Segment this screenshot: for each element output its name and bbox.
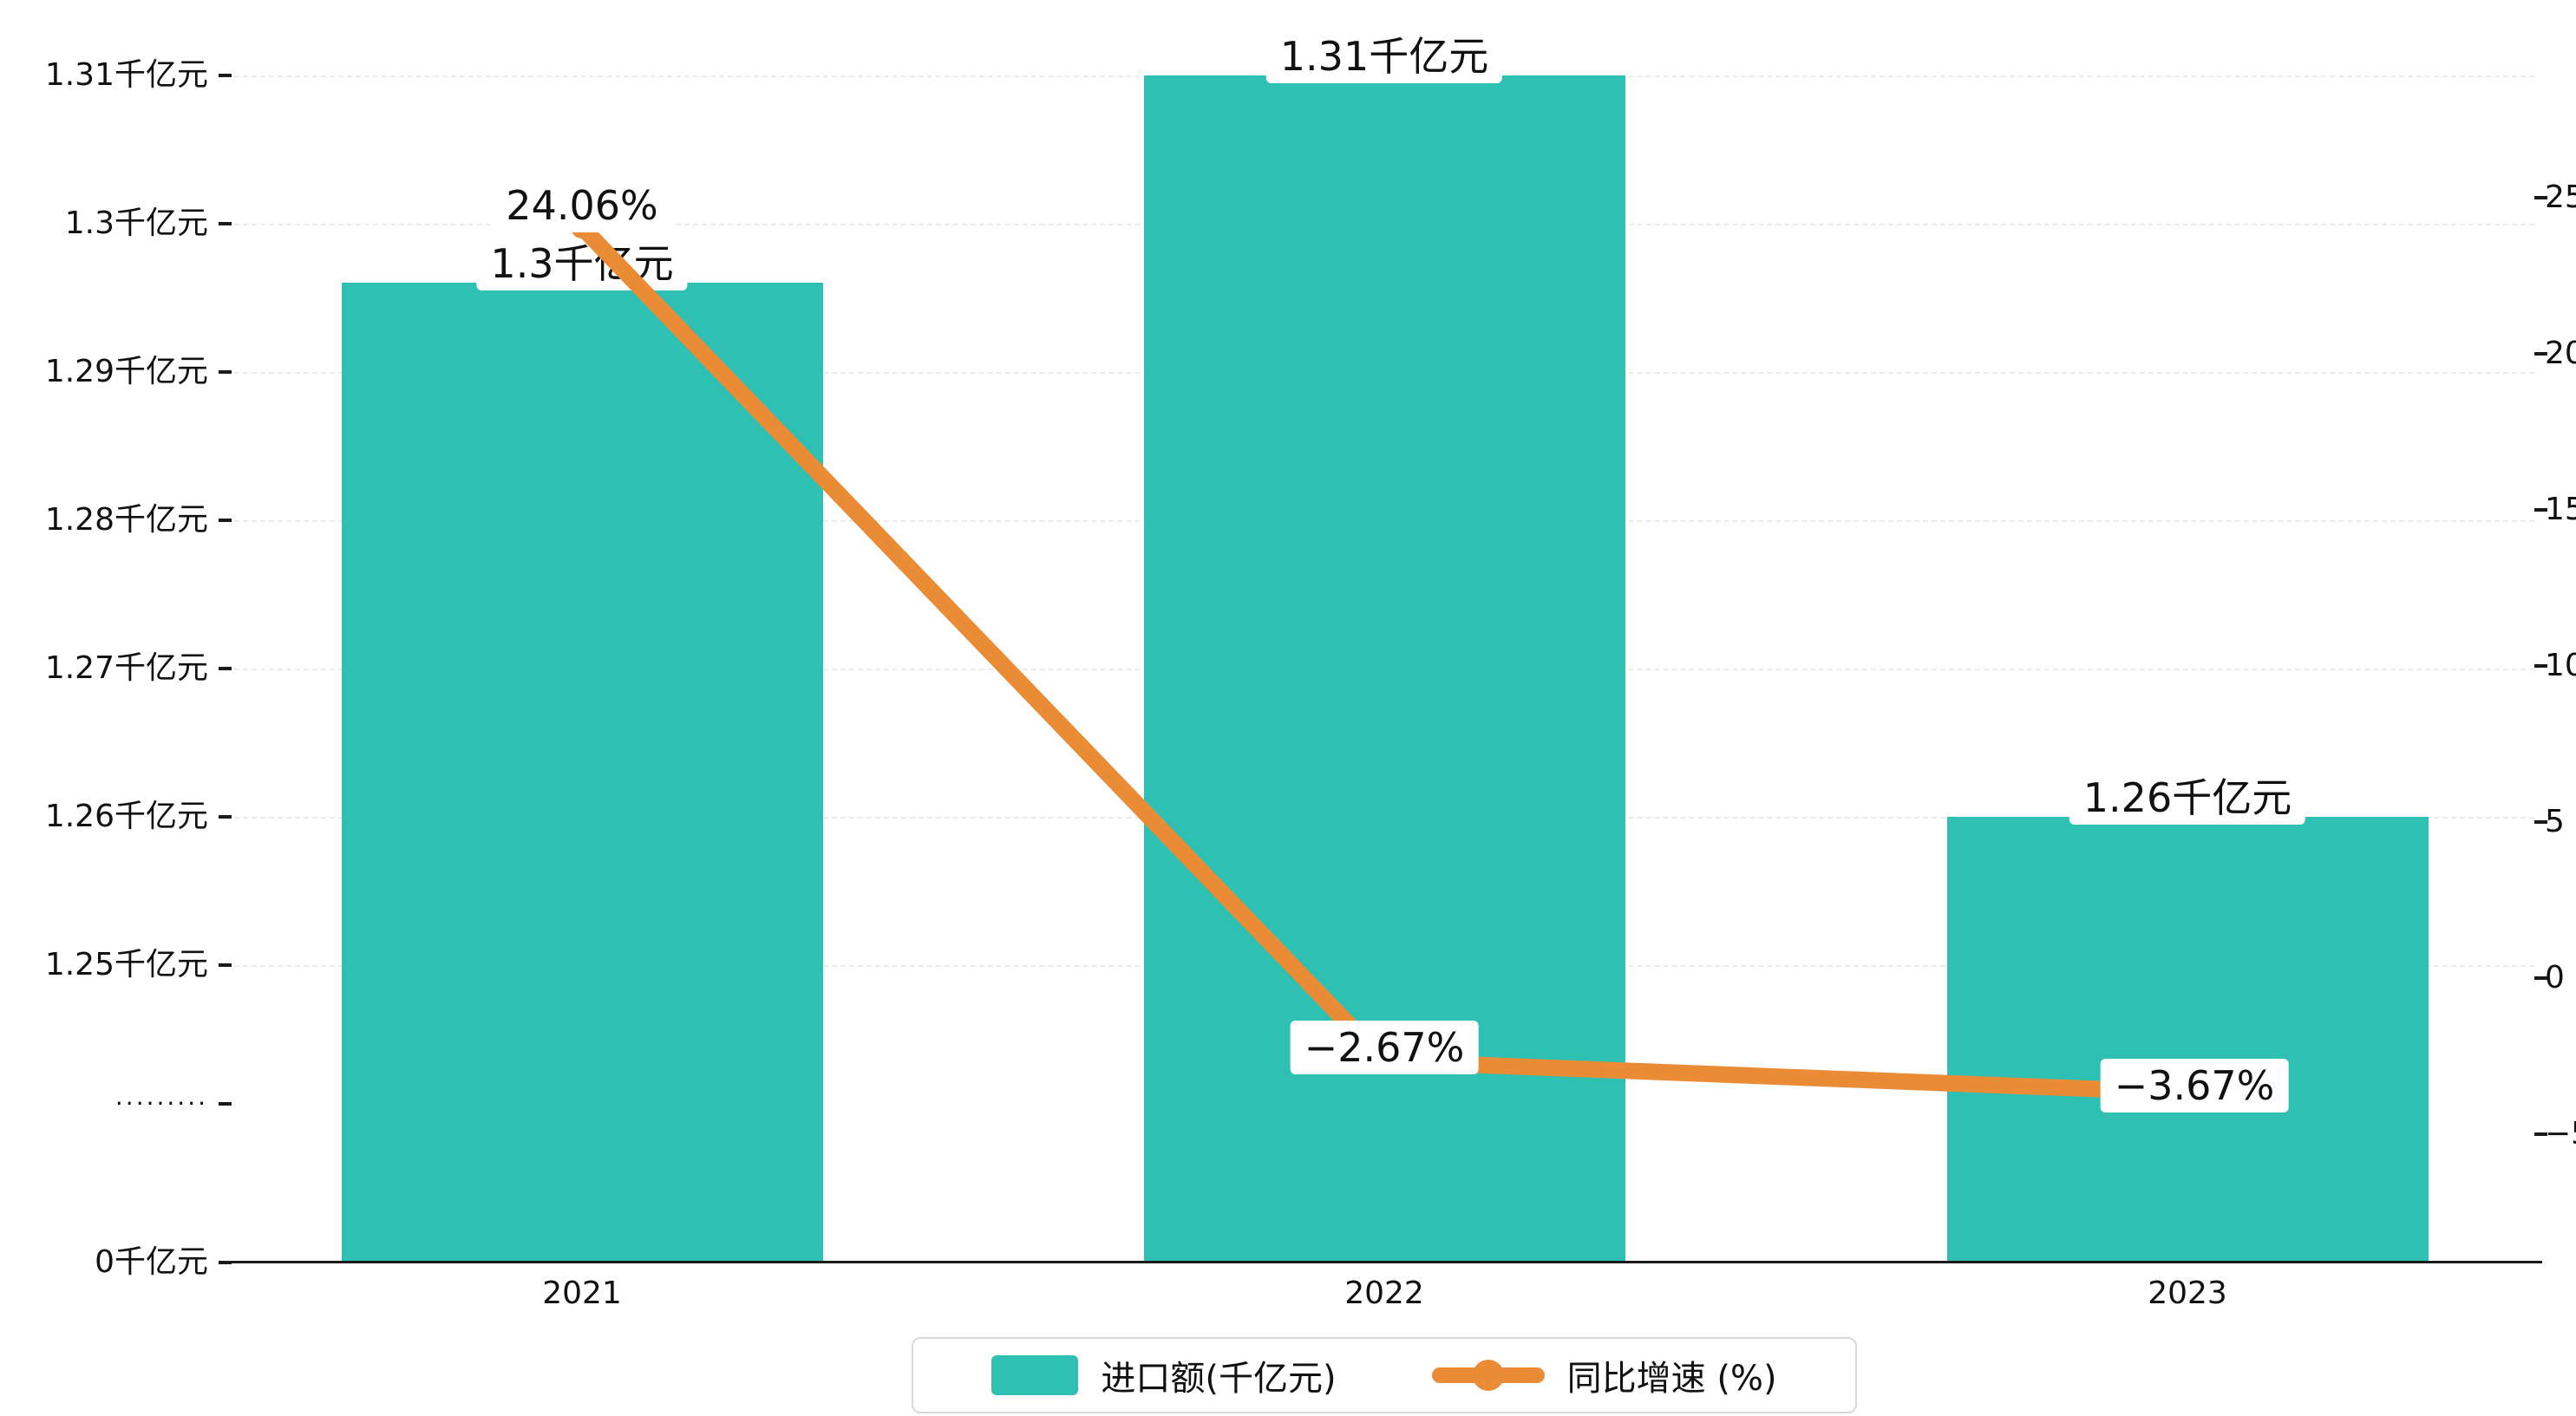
right-axis-tick-label: 0 xyxy=(2545,960,2565,995)
axis-break-marker: ········· xyxy=(114,1089,208,1118)
left-axis-tick-label: 1.26千亿元 xyxy=(44,799,208,834)
right-axis-tick-label: 5 xyxy=(2545,804,2565,839)
growth-value-label: −2.67% xyxy=(1290,1021,1479,1074)
right-axis-tick-label: 15 xyxy=(2545,492,2576,527)
left-axis-tick-label: 1.29千亿元 xyxy=(44,354,208,389)
right-axis-tick xyxy=(2534,196,2547,199)
right-axis-tick-label: −5 xyxy=(2545,1116,2576,1152)
legend-label-growth: 同比增速 (%) xyxy=(1566,1359,1777,1399)
right-axis-tick-label: 20 xyxy=(2545,336,2576,371)
left-axis-tick xyxy=(219,815,232,819)
line-series-swatch xyxy=(1431,1355,1545,1395)
growth-value-label: 24.06% xyxy=(492,179,672,232)
x-axis-tick-label: 2021 xyxy=(542,1276,622,1311)
left-axis-tick xyxy=(219,222,232,225)
right-axis-tick-label: 10 xyxy=(2545,648,2576,683)
left-axis-tick-label: 1.27千亿元 xyxy=(44,650,208,686)
left-axis-tick-label: 1.28千亿元 xyxy=(44,502,208,538)
right-axis-tick-label: 25 xyxy=(2545,179,2576,215)
line-swatch-marker-icon xyxy=(1472,1360,1504,1391)
x-axis-line xyxy=(221,1261,2542,1263)
left-axis-tick-label: 1.25千亿元 xyxy=(44,947,208,982)
right-axis-tick xyxy=(2534,352,2547,356)
left-axis-tick xyxy=(219,519,232,522)
right-axis-tick xyxy=(2534,1132,2547,1136)
legend-label-import: 进口额(千亿元) xyxy=(1101,1359,1337,1399)
left-axis-tick-label: 0千亿元 xyxy=(95,1244,208,1280)
right-axis-tick xyxy=(2534,664,2547,668)
left-axis-tick xyxy=(219,667,232,670)
left-axis-tick xyxy=(219,74,232,77)
legend-item-import: 进口额(千亿元) xyxy=(991,1350,1337,1400)
left-axis-tick xyxy=(219,963,232,967)
left-axis-tick-label: 1.31千亿元 xyxy=(44,57,208,93)
legend-item-growth: 同比增速 (%) xyxy=(1431,1350,1777,1400)
right-axis-tick xyxy=(2534,820,2547,824)
left-axis-tick-label: 1.3千亿元 xyxy=(64,206,208,241)
bar-value-label: 1.31千亿元 xyxy=(1265,29,1503,83)
right-axis-tick xyxy=(2534,508,2547,512)
x-axis-tick-label: 2023 xyxy=(2148,1276,2227,1311)
left-axis-tick xyxy=(219,370,232,374)
growth-value-label: −3.67% xyxy=(2100,1059,2289,1113)
left-axis-tick xyxy=(219,1102,232,1106)
legend: 进口额(千亿元) 同比增速 (%) xyxy=(912,1337,1857,1413)
bar-series-swatch xyxy=(991,1355,1079,1395)
right-axis-tick xyxy=(2534,976,2547,980)
x-axis-tick-label: 2022 xyxy=(1344,1276,1424,1311)
